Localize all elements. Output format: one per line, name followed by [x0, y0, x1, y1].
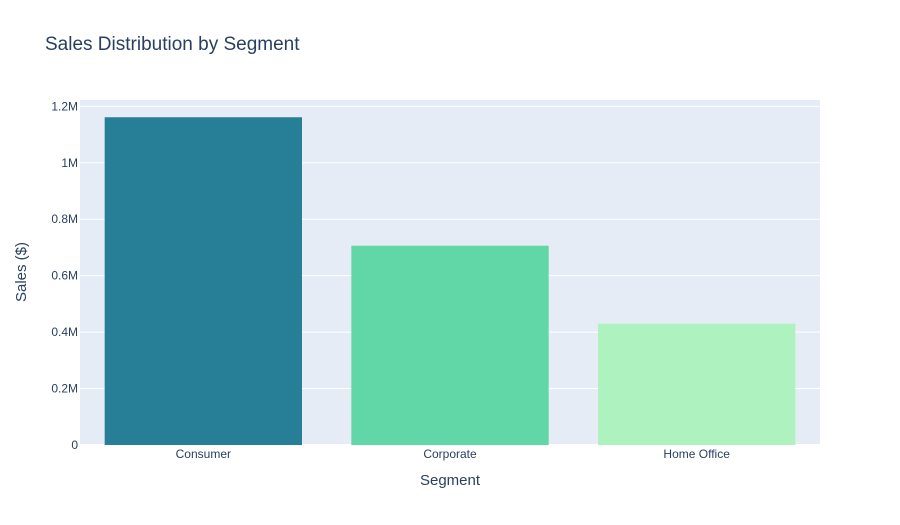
y-tick-label: 0.6M: [51, 269, 78, 283]
bar-home-office: [598, 323, 796, 445]
y-tick-label: 0.2M: [51, 382, 78, 396]
x-tick-label: Home Office: [663, 447, 730, 461]
y-tick-label: 0: [71, 438, 78, 452]
x-axis-ticks: Consumer Corporate Home Office: [176, 447, 731, 461]
chart-title: Sales Distribution by Segment: [45, 34, 300, 55]
bar-consumer: [104, 117, 303, 445]
y-tick-label: 0.4M: [51, 325, 78, 339]
x-tick-label: Consumer: [176, 447, 231, 461]
bars: [104, 117, 796, 445]
y-tick-label: 1M: [61, 156, 78, 170]
y-axis-title: Sales ($): [13, 242, 30, 302]
x-axis-title: Segment: [420, 472, 481, 489]
bar-corporate: [351, 245, 549, 445]
x-tick-label: Corporate: [423, 447, 477, 461]
y-tick-label: 1.2M: [51, 99, 78, 113]
y-axis-ticks: 0 0.2M 0.4M 0.6M 0.8M 1M 1.2M: [51, 99, 78, 452]
y-tick-label: 0.8M: [51, 212, 78, 226]
